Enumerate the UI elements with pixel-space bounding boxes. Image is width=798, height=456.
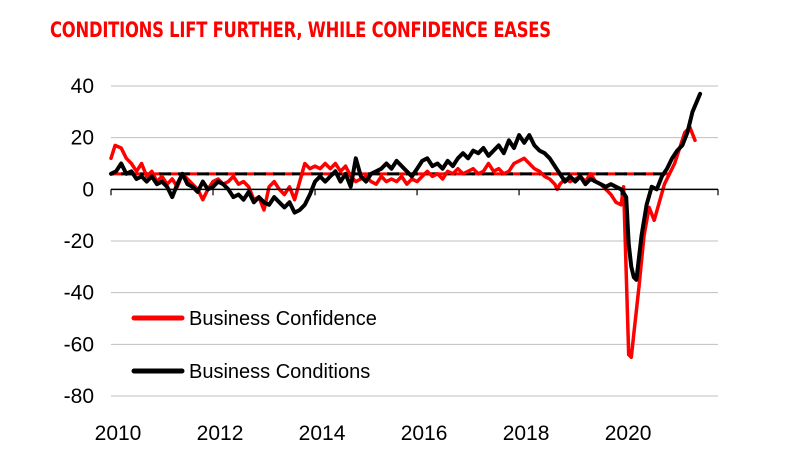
y-tick-label: 0 [82,178,94,201]
y-axis-tick-labels: 40 20 0 -20 -40 -60 -80 [64,75,94,408]
x-tick-label: 2018 [503,422,550,445]
legend-label-business-confidence: Business Confidence [189,308,377,330]
y-tick-label: -80 [64,385,94,408]
x-tick-label: 2016 [401,422,448,445]
y-tick-label: -20 [64,230,94,253]
legend-label-business-conditions: Business Conditions [189,361,370,383]
y-tick-label: 40 [71,75,94,98]
y-tick-label: -60 [64,333,94,356]
series-line-business-conditions [109,91,703,282]
x-tick-label: 2014 [299,422,346,445]
x-axis [110,188,719,196]
chart-title: CONDITIONS LIFT FURTHER, WHILE CONFIDENC… [50,18,551,42]
gridlines [111,85,718,397]
series-lines [109,91,703,360]
y-tick-label: -40 [64,282,94,305]
x-axis-tick-labels: 2010 2012 2014 2016 2018 2020 [95,422,652,445]
y-tick-label: 20 [71,127,94,150]
x-tick-label: 2012 [197,422,244,445]
x-tick-label: 2020 [605,422,652,445]
x-tick-label: 2010 [95,422,142,445]
legend: Business Confidence Business Conditions [131,308,377,383]
